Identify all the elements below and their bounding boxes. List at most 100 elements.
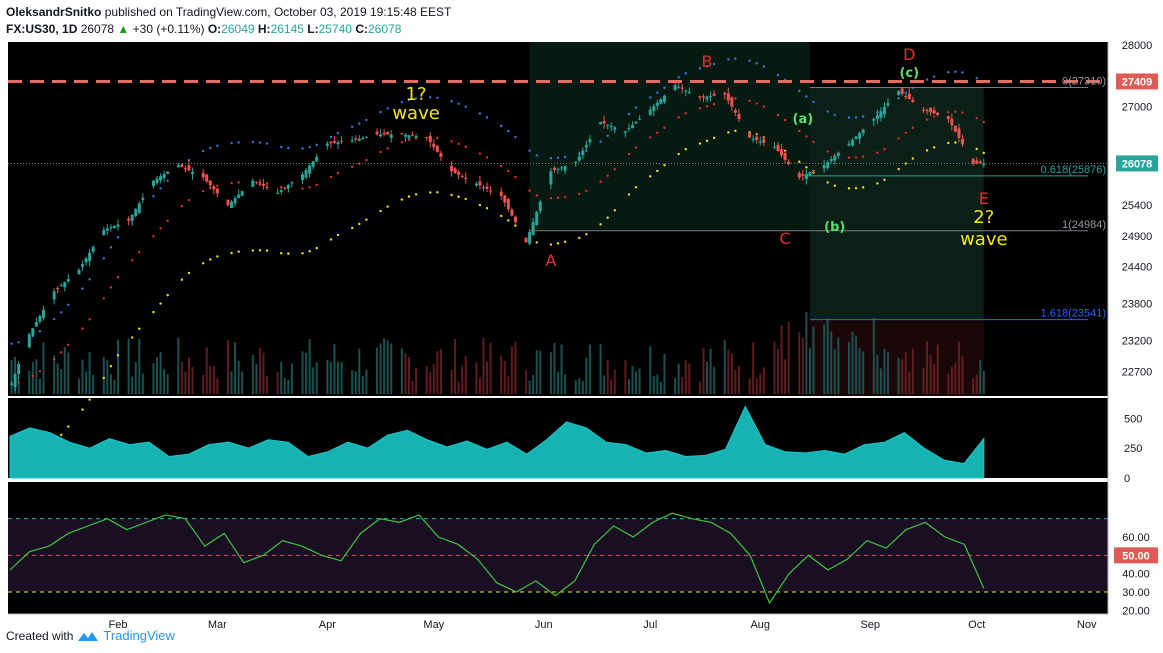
volume-bar [411, 380, 414, 394]
lower-band-dot [230, 251, 233, 255]
indicator-axis-tick: 500 [1124, 413, 1142, 425]
candle-body [953, 125, 957, 132]
candle-body [748, 132, 752, 138]
volume-bar [851, 331, 854, 394]
middle-band-dot [485, 156, 489, 159]
middle-band-dot [854, 156, 858, 159]
volume-bar [674, 378, 677, 394]
volume-bar [950, 366, 953, 394]
candle-body [428, 135, 432, 143]
candle-body [191, 172, 195, 175]
upper-band-dot [563, 155, 567, 159]
candle-body [726, 93, 730, 101]
candle-body [403, 134, 407, 137]
candle-body [659, 99, 663, 104]
upper-band-dot [407, 98, 411, 102]
middle-band-dot [507, 169, 510, 173]
candle-body [450, 165, 454, 172]
rsi-band [8, 518, 1108, 592]
volume-bar [847, 341, 850, 394]
price-axis-tick: 28000 [1122, 40, 1153, 52]
middle-band-dot [798, 129, 801, 133]
volume-bar [379, 343, 382, 394]
middle-band-dot [925, 118, 929, 121]
candle-body [265, 186, 269, 188]
candle-body [581, 150, 585, 156]
candle-body [116, 224, 120, 227]
lower-band-dot [606, 216, 609, 219]
upper-band-dot [798, 89, 801, 93]
volume-bar [979, 360, 982, 394]
candle-body [407, 135, 411, 139]
candle-body [648, 109, 652, 115]
volume-bar [503, 360, 506, 394]
volatility-area [9, 405, 985, 479]
candle-body [822, 165, 826, 169]
volume-bar [787, 321, 790, 394]
candle-body [588, 139, 592, 143]
lower-band-dot [734, 129, 737, 133]
upper-band-dot [251, 140, 255, 144]
upper-band-dot [897, 97, 900, 100]
wave-annotation: (c) [899, 66, 919, 81]
price-axis-tick: 25400 [1122, 200, 1153, 212]
upper-band-dot [663, 86, 666, 89]
high-label: H: [257, 22, 271, 36]
candle-body [882, 107, 886, 115]
candle-body [230, 201, 234, 208]
volume-bar [549, 352, 552, 394]
volume-bar [425, 365, 428, 394]
candle-body [677, 86, 681, 88]
candle-body [205, 174, 209, 182]
candle-body [258, 183, 262, 185]
price-tag-bg [1116, 73, 1158, 90]
wave-annotation: (b) [824, 220, 845, 235]
candle-body [261, 183, 265, 186]
candle-body [574, 162, 578, 164]
candle-body [414, 136, 418, 138]
volume-bar [354, 371, 357, 394]
middle-band-dot [159, 227, 162, 230]
volume-bar [936, 344, 939, 394]
volume-bar [777, 348, 779, 394]
tradingview-brand[interactable]: TradingView [103, 628, 175, 643]
lower-band-dot [556, 242, 560, 245]
lower-band-dot [954, 141, 957, 144]
candle-body [180, 164, 184, 167]
candle-body [549, 171, 553, 185]
volume-bar [588, 344, 591, 394]
candle-body [712, 93, 716, 96]
lower-band-dot [88, 398, 91, 401]
candle-body [59, 285, 63, 287]
middle-band-dot [528, 189, 531, 192]
price-tag-label: 27409 [1122, 76, 1153, 88]
volume-bar [67, 352, 70, 394]
middle-band-dot [52, 357, 56, 361]
candle-body [215, 188, 219, 194]
volume-bar [450, 369, 453, 394]
author-name[interactable]: OleksandrSnitko [6, 5, 102, 19]
volume-bar [706, 361, 709, 394]
upper-band-dot [436, 96, 439, 100]
volume-bar [131, 376, 134, 394]
volume-bar [439, 348, 442, 394]
volume-bar [156, 357, 159, 394]
middle-band-dot [187, 198, 191, 202]
middle-band-dot [230, 181, 233, 185]
volume-bar [134, 362, 137, 394]
wave-annotation: 2? [973, 207, 994, 228]
middle-band-dot [81, 327, 84, 330]
middle-band-dot [961, 111, 964, 114]
candle-body [311, 161, 315, 167]
candle-body [375, 131, 379, 135]
lower-band-dot [514, 224, 517, 227]
volume-bar [702, 347, 705, 394]
footer: Created with TradingView [6, 628, 175, 643]
volume-bar [464, 355, 467, 394]
time-axis-tick: Jul [643, 619, 657, 631]
candle-body [187, 165, 191, 171]
rsi-tag-bg [1114, 547, 1158, 564]
candle-body [755, 136, 759, 141]
middle-band-dot [954, 110, 957, 113]
